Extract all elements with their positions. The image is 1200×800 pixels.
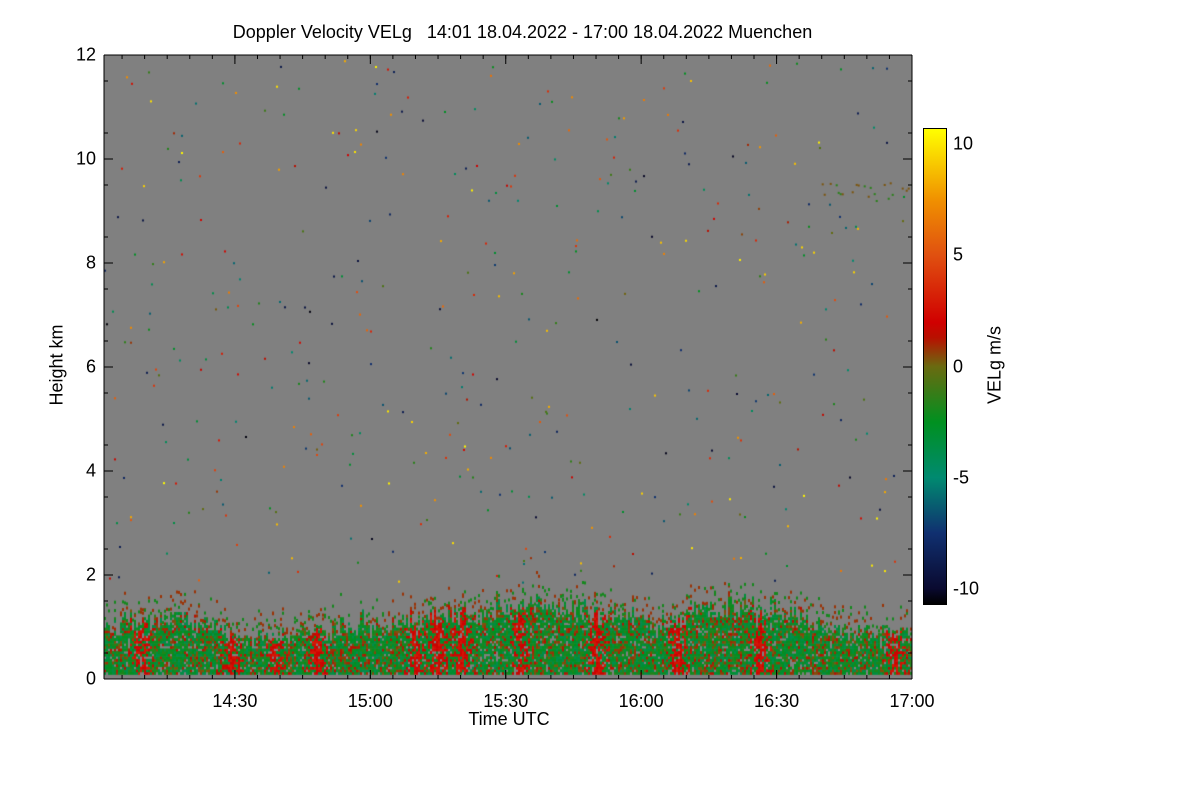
x-axis-label: Time UTC <box>468 709 550 729</box>
y-tick-label: 2 <box>85 564 96 585</box>
y-axis-label: Height km <box>46 324 67 406</box>
x-tick-label: 16:00 <box>618 691 664 711</box>
colorbar-tick-label: 10 <box>953 133 974 154</box>
velocity-heatmap <box>104 55 912 679</box>
y-tick-label: 6 <box>85 356 96 377</box>
y-tick-label: 4 <box>85 460 96 481</box>
x-tick-label: 14:30 <box>212 691 258 711</box>
y-tick-label: 8 <box>85 252 96 273</box>
colorbar-tick-label: -10 <box>953 578 980 599</box>
x-tick-label: 16:30 <box>754 691 800 711</box>
y-tick-label: 10 <box>75 148 96 169</box>
colorbar-tick-label: 0 <box>953 356 964 376</box>
x-tick-label: 17:00 <box>889 691 935 711</box>
y-tick-label: 12 <box>75 44 96 65</box>
x-tick-label: 15:00 <box>347 691 393 711</box>
chart-title: Doppler Velocity VELg 14:01 18.04.2022 -… <box>232 22 813 42</box>
y-tick-label: 0 <box>85 668 96 689</box>
colorbar <box>923 128 947 605</box>
colorbar-tick-label: -5 <box>953 467 970 488</box>
colorbar-tick-label: 5 <box>953 244 964 265</box>
colorbar-label: VELg m/s <box>984 325 1005 405</box>
x-tick-label: 15:30 <box>483 691 529 711</box>
